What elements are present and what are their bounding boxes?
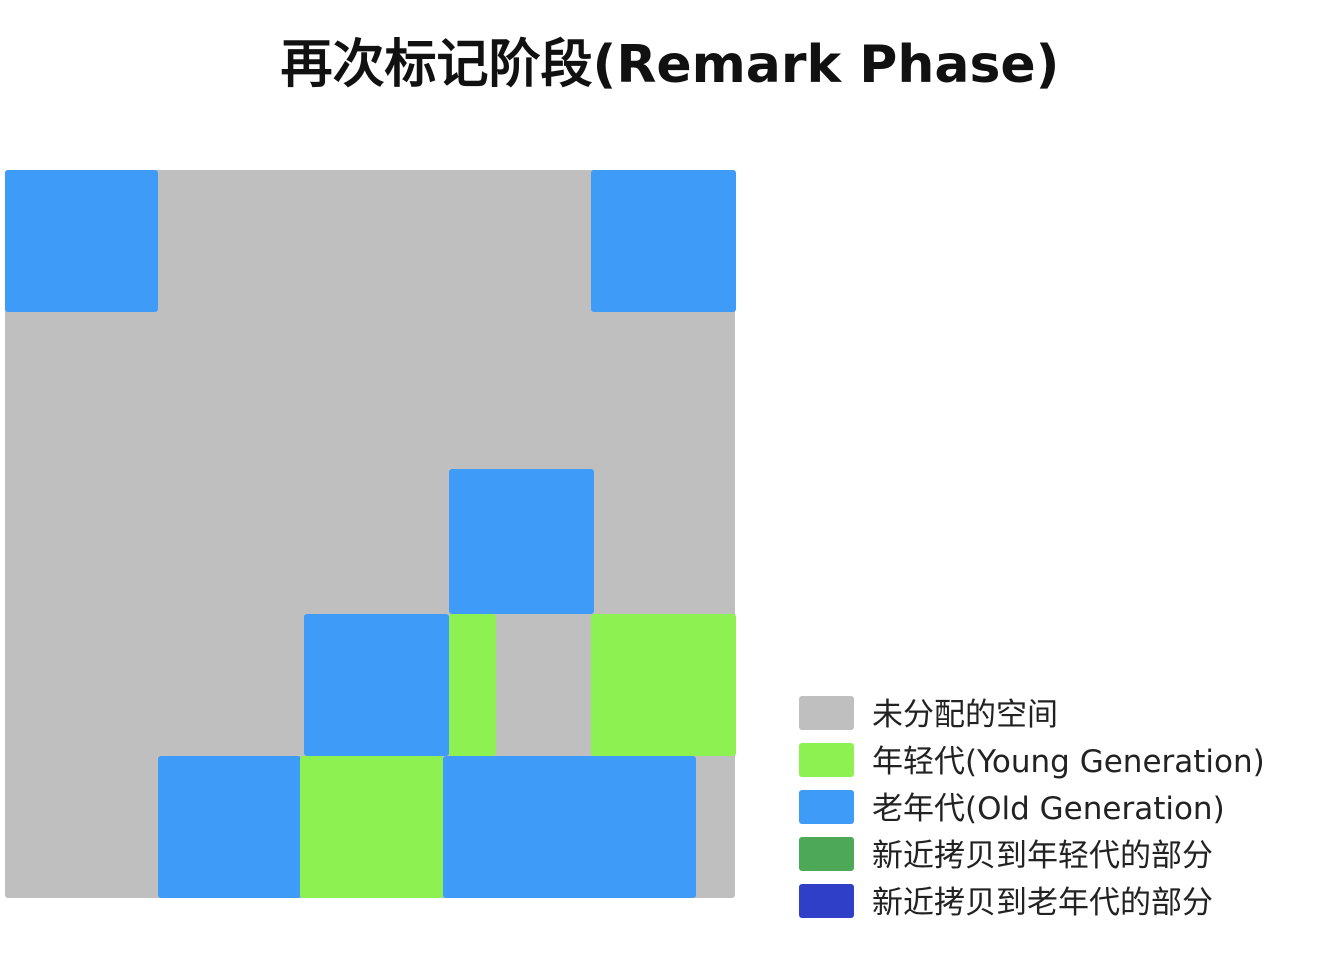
heap-region-young-r4-c2 — [300, 756, 443, 898]
heap-region-old-r4-c3 — [443, 756, 696, 898]
heap-diagram — [5, 170, 736, 898]
legend: 未分配的空间 年轻代(Young Generation) 老年代(Old Gen… — [799, 694, 1319, 929]
heap-region-old-r3-c2 — [304, 614, 449, 756]
legend-swatch-unallocated — [799, 696, 854, 730]
heap-region-old-r0-c4 — [591, 170, 736, 312]
heap-region-old-r4-c1 — [158, 756, 301, 898]
heap-unallocated-space — [5, 170, 735, 898]
heap-region-old-r0-c0 — [5, 170, 158, 312]
legend-swatch-old — [799, 790, 854, 824]
legend-item-copied-young: 新近拷贝到年轻代的部分 — [799, 835, 1319, 882]
legend-label: 年轻代(Young Generation) — [872, 744, 1265, 780]
heap-region-young-r3-c4 — [591, 614, 736, 756]
legend-item-copied-old: 新近拷贝到老年代的部分 — [799, 882, 1319, 929]
legend-label: 新近拷贝到年轻代的部分 — [872, 838, 1213, 874]
legend-swatch-copied-old — [799, 884, 854, 918]
legend-item-young: 年轻代(Young Generation) — [799, 741, 1319, 788]
legend-label: 未分配的空间 — [872, 697, 1058, 733]
legend-item-old: 老年代(Old Generation) — [799, 788, 1319, 835]
legend-swatch-copied-young — [799, 837, 854, 871]
legend-label: 新近拷贝到老年代的部分 — [872, 885, 1213, 921]
legend-swatch-young — [799, 743, 854, 777]
legend-item-unallocated: 未分配的空间 — [799, 694, 1319, 741]
heap-region-old-r2-c3 — [449, 469, 594, 614]
legend-label: 老年代(Old Generation) — [872, 791, 1225, 827]
heap-region-young-r3-c3 — [449, 614, 496, 756]
page-title: 再次标记阶段(Remark Phase) — [280, 35, 1060, 95]
